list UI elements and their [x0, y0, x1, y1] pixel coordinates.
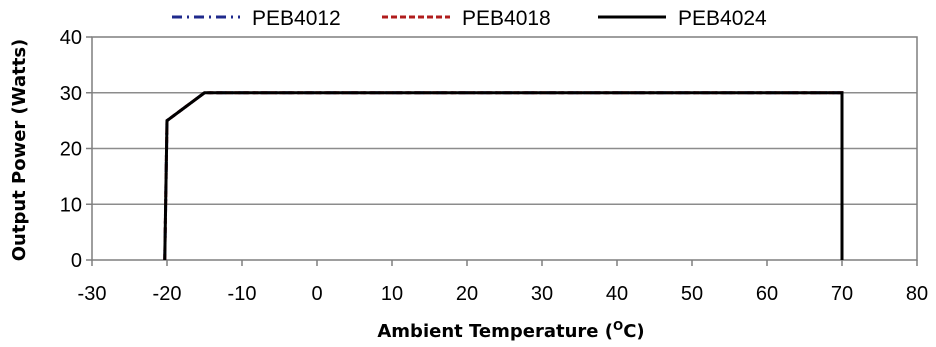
x-axis-title: Ambient Temperature (OC): [377, 319, 644, 342]
legend-label: PEB4018: [462, 7, 551, 30]
y-axis-ticks: 0 10 20 30 40: [60, 27, 92, 272]
x-tick-label: 50: [681, 283, 703, 305]
x-tick-label: 60: [756, 283, 778, 305]
x-tick-label: -10: [228, 283, 257, 305]
x-tick-label: 10: [381, 283, 403, 305]
legend: PEB4012 PEB4018 PEB4024: [172, 7, 767, 30]
y-axis-title: Output Power (Watts): [9, 39, 30, 262]
x-tick-label: 0: [311, 283, 322, 305]
y-tick-label: 30: [60, 83, 82, 105]
x-axis-ticks: -30 -20 -10 0 10 20 30 40 50 60 70 80: [78, 260, 928, 305]
y-tick-label: 20: [60, 139, 82, 161]
series-layer: [163, 91, 844, 261]
gridlines: [92, 92, 917, 205]
x-tick-label: 80: [906, 283, 928, 305]
series-line-peb4018: [163, 91, 844, 261]
x-axis-title-end: C): [623, 321, 644, 342]
y-tick-label: 40: [60, 27, 82, 49]
x-axis-title-superscript: O: [613, 319, 623, 333]
y-tick-label: 0: [71, 250, 82, 272]
x-tick-label: 70: [831, 283, 853, 305]
legend-label: PEB4024: [678, 7, 767, 30]
x-axis-title-text: Ambient Temperature (: [377, 321, 613, 342]
y-tick-label: 10: [60, 194, 82, 216]
x-tick-label: 20: [456, 283, 478, 305]
series-line-peb4024: [163, 91, 844, 261]
legend-label: PEB4012: [252, 7, 341, 30]
series-line-peb4012: [163, 91, 844, 261]
x-tick-label: 30: [531, 283, 553, 305]
x-tick-label: -30: [78, 283, 107, 305]
x-tick-label: -20: [153, 283, 182, 305]
x-tick-label: 40: [606, 283, 628, 305]
